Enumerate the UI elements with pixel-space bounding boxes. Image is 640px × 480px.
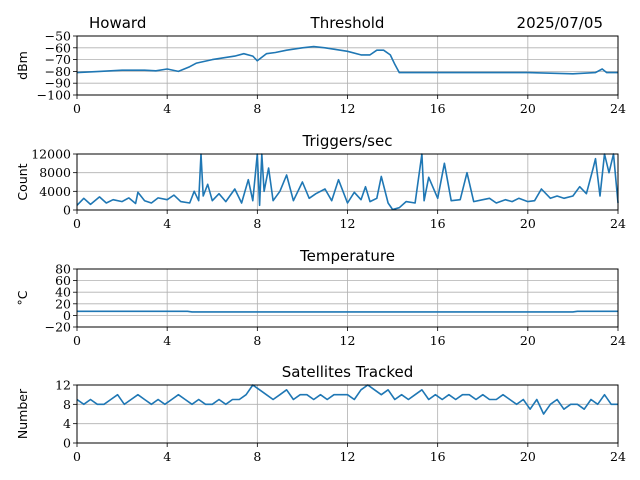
series-line-satellites <box>76 384 618 415</box>
x-tick-label: 0 <box>73 101 81 116</box>
x-tick-label: 4 <box>163 216 171 231</box>
y-tick-label: 8000 <box>39 165 71 180</box>
y-axis-label: °C <box>15 290 30 305</box>
panel-triggers: 0 4 8 12 16 20 24 0 4000 8000 12000 Triggers/sec Cou… <box>15 132 626 231</box>
y-tick-label: −60 <box>45 40 71 55</box>
x-tick-label: 24 <box>610 449 626 464</box>
y-tick-label: −50 <box>45 29 71 44</box>
y-tick-label: 4 <box>63 416 71 431</box>
y-tick-label: 20 <box>55 296 71 311</box>
y-tick-label: −70 <box>45 52 71 67</box>
x-tick-label: 16 <box>430 449 446 464</box>
y-tick-label: 4000 <box>39 184 71 199</box>
x-tick-label: 12 <box>340 101 356 116</box>
x-tick-label: 16 <box>430 333 446 348</box>
station-label: Howard <box>89 14 146 32</box>
x-tick-label: 20 <box>520 101 536 116</box>
panel-title: Triggers/sec <box>302 132 393 150</box>
x-tick-label: 12 <box>340 449 356 464</box>
y-axis-label: Count <box>15 163 30 200</box>
panel-title: Threshold <box>310 14 385 32</box>
y-tick-label: −80 <box>45 64 71 79</box>
y-tick-label: 40 <box>55 285 71 300</box>
x-tick-label: 0 <box>73 216 81 231</box>
x-tick-label: 24 <box>610 101 626 116</box>
y-tick-label: 80 <box>55 262 71 277</box>
x-tick-label: 8 <box>253 216 261 231</box>
x-tick-label: 8 <box>253 449 261 464</box>
y-tick-label: 8 <box>63 397 71 412</box>
panel-title: Satellites Tracked <box>282 363 413 381</box>
panel-satellites: 0 4 8 12 16 20 24 0 4 8 12 Satellites Tracked Number <box>15 363 626 464</box>
x-tick-label: 24 <box>610 216 626 231</box>
x-tick-label: 16 <box>430 101 446 116</box>
x-tick-label: 20 <box>520 216 536 231</box>
y-tick-label: 0 <box>63 203 71 218</box>
x-tick-label: 16 <box>430 216 446 231</box>
x-tick-label: 12 <box>340 216 356 231</box>
y-axis-label: dBm <box>15 51 30 80</box>
x-tick-label: 4 <box>163 101 171 116</box>
y-tick-label: 0 <box>63 308 71 323</box>
x-tick-label: 0 <box>73 333 81 348</box>
y-tick-label: 0 <box>63 436 71 451</box>
x-tick-label: 4 <box>163 333 171 348</box>
y-tick-label: 60 <box>55 273 71 288</box>
x-tick-label: 4 <box>163 449 171 464</box>
chart-panels: 0 4 8 12 16 20 24 −100−90−80−70−60−50 Threshold d… <box>15 14 626 464</box>
x-tick-label: 8 <box>253 333 261 348</box>
series-line-triggers <box>76 153 619 211</box>
x-tick-label: 20 <box>520 449 536 464</box>
y-tick-label: −90 <box>45 76 71 91</box>
x-tick-label: 12 <box>340 333 356 348</box>
x-tick-label: 24 <box>610 333 626 348</box>
y-tick-label: 12000 <box>31 147 71 162</box>
y-tick-label: −100 <box>37 88 71 103</box>
panel-title: Temperature <box>299 247 395 265</box>
series-line-threshold <box>76 45 618 75</box>
y-tick-label: 12 <box>55 378 71 393</box>
x-tick-label: 20 <box>520 333 536 348</box>
y-tick-label: −20 <box>45 320 71 335</box>
x-tick-label: 0 <box>73 449 81 464</box>
panel-threshold: 0 4 8 12 16 20 24 −100−90−80−70−60−50 Threshold d… <box>15 14 626 116</box>
x-tick-label: 8 <box>253 101 261 116</box>
date-label: 2025/07/05 <box>517 14 603 32</box>
series-line-temperature <box>77 310 618 313</box>
y-axis-label: Number <box>15 388 30 439</box>
